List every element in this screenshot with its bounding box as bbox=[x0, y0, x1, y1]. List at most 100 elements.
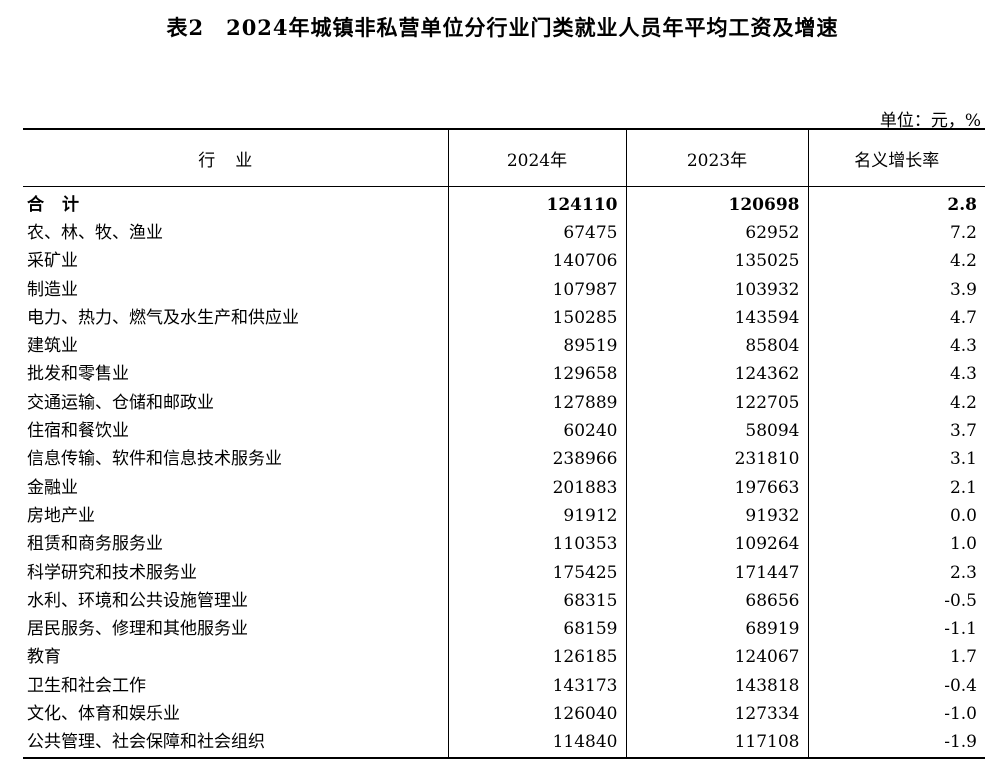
growth-rate-cell: 2.8 bbox=[807, 186, 985, 220]
table-row: 建筑业 89519 85804 4.3 bbox=[23, 332, 985, 361]
industry-cell: 居民服务、修理和其他服务业 bbox=[27, 619, 248, 640]
table-row: 文化、体育和娱乐业 126040 127334 -1.0 bbox=[23, 700, 985, 729]
wage-2023-cell: 135025 bbox=[625, 247, 808, 276]
table-body: 合计 124110 120698 2.8 农、林、牧、渔业 67475 62952 7.2 采矿… bbox=[23, 186, 985, 758]
growth-rate-cell: 4.2 bbox=[807, 247, 985, 276]
wage-2023-cell: 122705 bbox=[625, 389, 808, 418]
industry-cell: 信息传输、软件和信息技术服务业 bbox=[27, 449, 282, 470]
wage-2024-cell: 143173 bbox=[447, 672, 626, 701]
wage-table: 行业 2024年 2023年 名义增长率 合计 124110 120698 2.8 农、… bbox=[23, 128, 985, 759]
growth-rate-cell: 3.7 bbox=[807, 417, 985, 446]
wage-2023-cell: 91932 bbox=[625, 502, 808, 531]
industry-cell: 文化、体育和娱乐业 bbox=[27, 703, 180, 724]
wage-2023-cell: 117108 bbox=[625, 728, 808, 758]
wage-2024-cell: 126040 bbox=[447, 700, 626, 729]
unit-label: 单位：元，% bbox=[879, 111, 981, 131]
wage-2024-cell: 68315 bbox=[447, 587, 626, 616]
table-row: 租赁和商务服务业 110353 109264 1.0 bbox=[23, 530, 985, 559]
wage-2024-cell: 114840 bbox=[447, 728, 626, 758]
wage-2024-cell: 60240 bbox=[447, 417, 626, 446]
wage-2023-cell: 109264 bbox=[625, 530, 808, 559]
wage-2024-cell: 91912 bbox=[447, 502, 626, 531]
growth-rate-cell: 2.1 bbox=[807, 473, 985, 503]
table-row: 卫生和社会工作 143173 143818 -0.4 bbox=[23, 672, 985, 701]
wage-2024-cell: 129658 bbox=[447, 360, 626, 390]
growth-rate-cell: 3.9 bbox=[807, 275, 985, 305]
growth-rate-cell: 3.1 bbox=[807, 445, 985, 474]
growth-rate-cell: 4.2 bbox=[807, 389, 985, 418]
growth-rate-cell: -1.9 bbox=[807, 728, 985, 758]
table-row: 教育 126185 124067 1.7 bbox=[23, 643, 985, 673]
table-row: 居民服务、修理和其他服务业 68159 68919 -1.1 bbox=[23, 615, 985, 644]
industry-cell: 教育 bbox=[27, 647, 61, 668]
growth-rate-cell: 1.0 bbox=[807, 530, 985, 559]
industry-cell: 金融业 bbox=[27, 477, 78, 498]
table-header: 行业 2024年 2023年 名义增长率 bbox=[23, 129, 985, 187]
wage-2024-cell: 150285 bbox=[447, 304, 626, 333]
wage-2024-cell: 127889 bbox=[447, 389, 626, 418]
wage-2023-cell: 124067 bbox=[625, 643, 808, 673]
industry-cell: 水利、环境和公共设施管理业 bbox=[27, 590, 248, 611]
table-row: 批发和零售业 129658 124362 4.3 bbox=[23, 360, 985, 390]
wage-2024-cell: 89519 bbox=[447, 332, 626, 361]
industry-cell: 住宿和餐饮业 bbox=[27, 421, 129, 442]
total-row: 合计 124110 120698 2.8 bbox=[23, 186, 985, 220]
growth-rate-cell: 4.3 bbox=[807, 360, 985, 390]
wage-2024-cell: 126185 bbox=[447, 643, 626, 673]
wage-2023-cell: 68656 bbox=[625, 587, 808, 616]
wage-2024-cell: 107987 bbox=[447, 275, 626, 305]
wage-2023-cell: 124362 bbox=[625, 360, 808, 390]
wage-2023-cell: 231810 bbox=[625, 445, 808, 474]
header-2024: 2024年 bbox=[447, 129, 626, 187]
header-industry: 行业 bbox=[23, 129, 448, 187]
header-growth-rate: 名义增长率 bbox=[807, 129, 985, 187]
growth-rate-cell: 1.7 bbox=[807, 643, 985, 673]
industry-cell: 批发和零售业 bbox=[27, 364, 129, 385]
wage-2023-cell: 120698 bbox=[625, 186, 808, 220]
industry-cell: 采矿业 bbox=[27, 251, 78, 272]
growth-rate-cell: -0.4 bbox=[807, 672, 985, 701]
table-row: 科学研究和技术服务业 175425 171447 2.3 bbox=[23, 558, 985, 588]
table-row: 电力、热力、燃气及水生产和供应业 150285 143594 4.7 bbox=[23, 304, 985, 333]
table-row: 采矿业 140706 135025 4.2 bbox=[23, 247, 985, 276]
growth-rate-cell: -0.5 bbox=[807, 587, 985, 616]
industry-cell: 公共管理、社会保障和社会组织 bbox=[27, 732, 265, 753]
wage-2024-cell: 140706 bbox=[447, 247, 626, 276]
wage-2024-cell: 238966 bbox=[447, 445, 626, 474]
industry-cell: 租赁和商务服务业 bbox=[27, 534, 163, 555]
wage-2023-cell: 62952 bbox=[625, 219, 808, 248]
growth-rate-cell: 7.2 bbox=[807, 219, 985, 248]
table-row: 制造业 107987 103932 3.9 bbox=[23, 275, 985, 305]
wage-2024-cell: 110353 bbox=[447, 530, 626, 559]
industry-cell: 农、林、牧、渔业 bbox=[27, 222, 163, 243]
table-row: 水利、环境和公共设施管理业 68315 68656 -0.5 bbox=[23, 587, 985, 616]
growth-rate-cell: 4.3 bbox=[807, 332, 985, 361]
wage-2024-cell: 175425 bbox=[447, 558, 626, 588]
wage-2023-cell: 58094 bbox=[625, 417, 808, 446]
table-row: 交通运输、仓储和邮政业 127889 122705 4.2 bbox=[23, 389, 985, 418]
industry-cell: 交通运输、仓储和邮政业 bbox=[27, 392, 214, 413]
wage-2024-cell: 201883 bbox=[447, 473, 626, 503]
header-2023: 2023年 bbox=[625, 129, 808, 187]
wage-2023-cell: 85804 bbox=[625, 332, 808, 361]
wage-2023-cell: 143594 bbox=[625, 304, 808, 333]
wage-2023-cell: 171447 bbox=[625, 558, 808, 588]
table-title: 表2 2024年城镇非私营单位分行业门类就业人员年平均工资及增速 bbox=[166, 15, 839, 40]
header-row: 行业 2024年 2023年 名义增长率 bbox=[23, 129, 985, 187]
industry-cell: 制造业 bbox=[27, 279, 78, 300]
wage-2024-cell: 68159 bbox=[447, 615, 626, 644]
table-row: 公共管理、社会保障和社会组织 114840 117108 -1.9 bbox=[23, 728, 985, 758]
table-row: 住宿和餐饮业 60240 58094 3.7 bbox=[23, 417, 985, 446]
table-row: 房地产业 91912 91932 0.0 bbox=[23, 502, 985, 531]
growth-rate-cell: -1.1 bbox=[807, 615, 985, 644]
industry-cell: 科学研究和技术服务业 bbox=[27, 562, 197, 583]
table-row: 信息传输、软件和信息技术服务业 238966 231810 3.1 bbox=[23, 445, 985, 474]
industry-cell: 房地产业 bbox=[27, 505, 95, 526]
wage-2023-cell: 103932 bbox=[625, 275, 808, 305]
industry-cell: 电力、热力、燃气及水生产和供应业 bbox=[27, 307, 299, 328]
wage-2023-cell: 127334 bbox=[625, 700, 808, 729]
industry-cell: 合计 bbox=[27, 194, 97, 215]
table-row: 农、林、牧、渔业 67475 62952 7.2 bbox=[23, 219, 985, 248]
growth-rate-cell: 0.0 bbox=[807, 502, 985, 531]
growth-rate-cell: -1.0 bbox=[807, 700, 985, 729]
